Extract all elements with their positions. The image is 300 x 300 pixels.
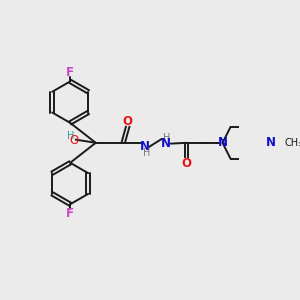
Text: O: O [70,134,79,147]
Text: N: N [266,136,275,149]
Text: F: F [66,66,74,79]
Text: N: N [161,137,171,150]
Text: F: F [66,206,74,220]
Text: CH₃: CH₃ [284,138,300,148]
Text: H: H [163,133,170,143]
Text: H: H [143,148,151,158]
Text: N: N [218,136,228,149]
Text: O: O [123,115,133,128]
Text: H: H [67,131,74,141]
Text: N: N [140,140,150,153]
Text: O: O [182,157,192,170]
